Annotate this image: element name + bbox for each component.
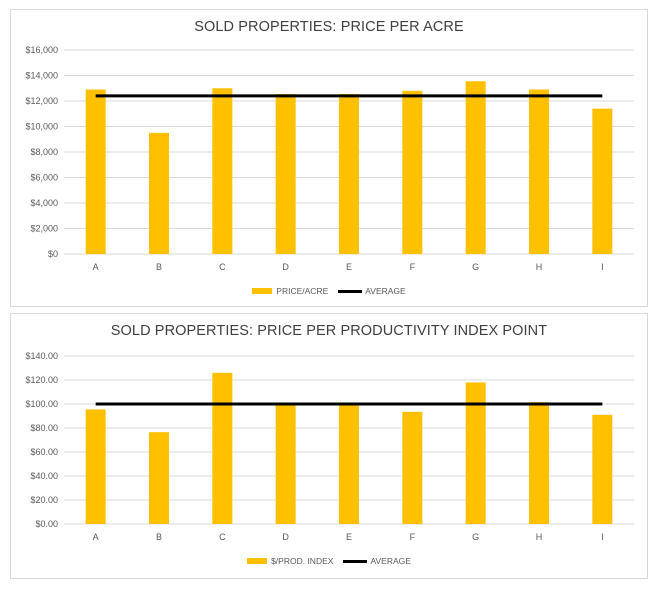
- bar: [212, 372, 233, 524]
- y-tick-label: $4,000: [30, 198, 58, 208]
- bar: [212, 88, 233, 254]
- legend-item-average: AVERAGE: [343, 556, 411, 566]
- x-tick-label: D: [282, 532, 289, 542]
- y-tick-label: $16,000: [25, 45, 58, 55]
- x-tick-label: G: [472, 532, 479, 542]
- y-tick-label: $100.00: [25, 399, 58, 409]
- legend-bar-swatch: [252, 288, 273, 294]
- legend-label: AVERAGE: [365, 286, 406, 296]
- bar: [402, 90, 423, 254]
- x-tick-label: I: [601, 532, 604, 542]
- y-tick-label: $60.00: [30, 447, 58, 457]
- x-tick-label: A: [93, 262, 99, 272]
- x-tick-label: F: [410, 532, 416, 542]
- bar: [402, 411, 423, 524]
- price-per-productivity-index-chart: SOLD PROPERTIES: PRICE PER PRODUCTIVITY …: [10, 313, 648, 579]
- y-tick-label: $14,000: [25, 71, 58, 81]
- y-tick-label: $0.00: [35, 519, 58, 529]
- bar: [85, 409, 106, 524]
- y-tick-label: $0: [48, 249, 58, 259]
- bar: [529, 402, 549, 524]
- x-tick-label: F: [410, 262, 416, 272]
- y-tick-label: $20.00: [30, 495, 58, 505]
- chart-title: SOLD PROPERTIES: PRICE PER PRODUCTIVITY …: [110, 323, 548, 339]
- legend-label: AVERAGE: [370, 556, 411, 566]
- chart-legend: $/PROD. INDEX AVERAGE: [11, 556, 647, 566]
- legend-item-bars: $/PROD. INDEX: [247, 556, 333, 566]
- x-tick-label: A: [93, 532, 99, 542]
- chart-legend: PRICE/ACRE AVERAGE: [11, 286, 647, 296]
- x-tick-label: D: [282, 262, 289, 272]
- y-tick-label: $12,000: [25, 96, 58, 106]
- bar: [275, 404, 296, 524]
- x-tick-label: E: [346, 262, 352, 272]
- bar: [529, 89, 549, 255]
- legend-label: PRICE/ACRE: [276, 286, 329, 296]
- x-tick-label: C: [219, 262, 226, 272]
- x-tick-label: B: [156, 532, 162, 542]
- x-tick-label: E: [346, 532, 352, 542]
- bar: [149, 132, 169, 254]
- y-tick-label: $140.00: [25, 351, 58, 361]
- y-tick-label: $80.00: [30, 423, 58, 433]
- y-tick-label: $8,000: [30, 147, 58, 157]
- y-tick-label: $120.00: [25, 375, 58, 385]
- x-tick-label: B: [156, 262, 162, 272]
- y-tick-label: $6,000: [30, 173, 58, 183]
- legend-line-swatch: [343, 559, 368, 563]
- bar: [465, 81, 486, 254]
- x-tick-label: I: [601, 262, 604, 272]
- legend-line-swatch: [338, 289, 363, 293]
- x-tick-label: H: [536, 262, 543, 272]
- y-tick-label: $2,000: [30, 224, 58, 234]
- bar: [85, 89, 106, 255]
- price-per-acre-plot: $0 $2,000 $4,000 $6,000 $8,000 $10,000 $12,000…: [25, 45, 634, 272]
- price-per-acre-chart: SOLD PROPERTIES: PRICE PER ACRE $0 $2,000…: [10, 9, 648, 307]
- bar: [339, 404, 359, 524]
- bar: [149, 432, 169, 524]
- legend-label: $/PROD. INDEX: [271, 556, 334, 566]
- legend-item-average: AVERAGE: [338, 286, 406, 296]
- legend-item-bars: PRICE/ACRE: [252, 286, 328, 296]
- bar: [465, 382, 486, 524]
- bar: [592, 414, 613, 524]
- price-per-index-plot: $0.00 $20.00 $40.00 $60.00 $80.00 $100.00 $120…: [25, 351, 634, 542]
- y-tick-label: $10,000: [25, 122, 58, 132]
- x-tick-label: C: [219, 532, 226, 542]
- x-tick-label: G: [472, 262, 479, 272]
- legend-bar-swatch: [247, 558, 268, 564]
- x-tick-label: H: [536, 532, 543, 542]
- bar: [275, 93, 296, 254]
- chart-title: SOLD PROPERTIES: PRICE PER ACRE: [194, 19, 464, 35]
- bar: [592, 108, 613, 255]
- y-tick-label: $40.00: [30, 471, 58, 481]
- bar: [339, 93, 359, 254]
